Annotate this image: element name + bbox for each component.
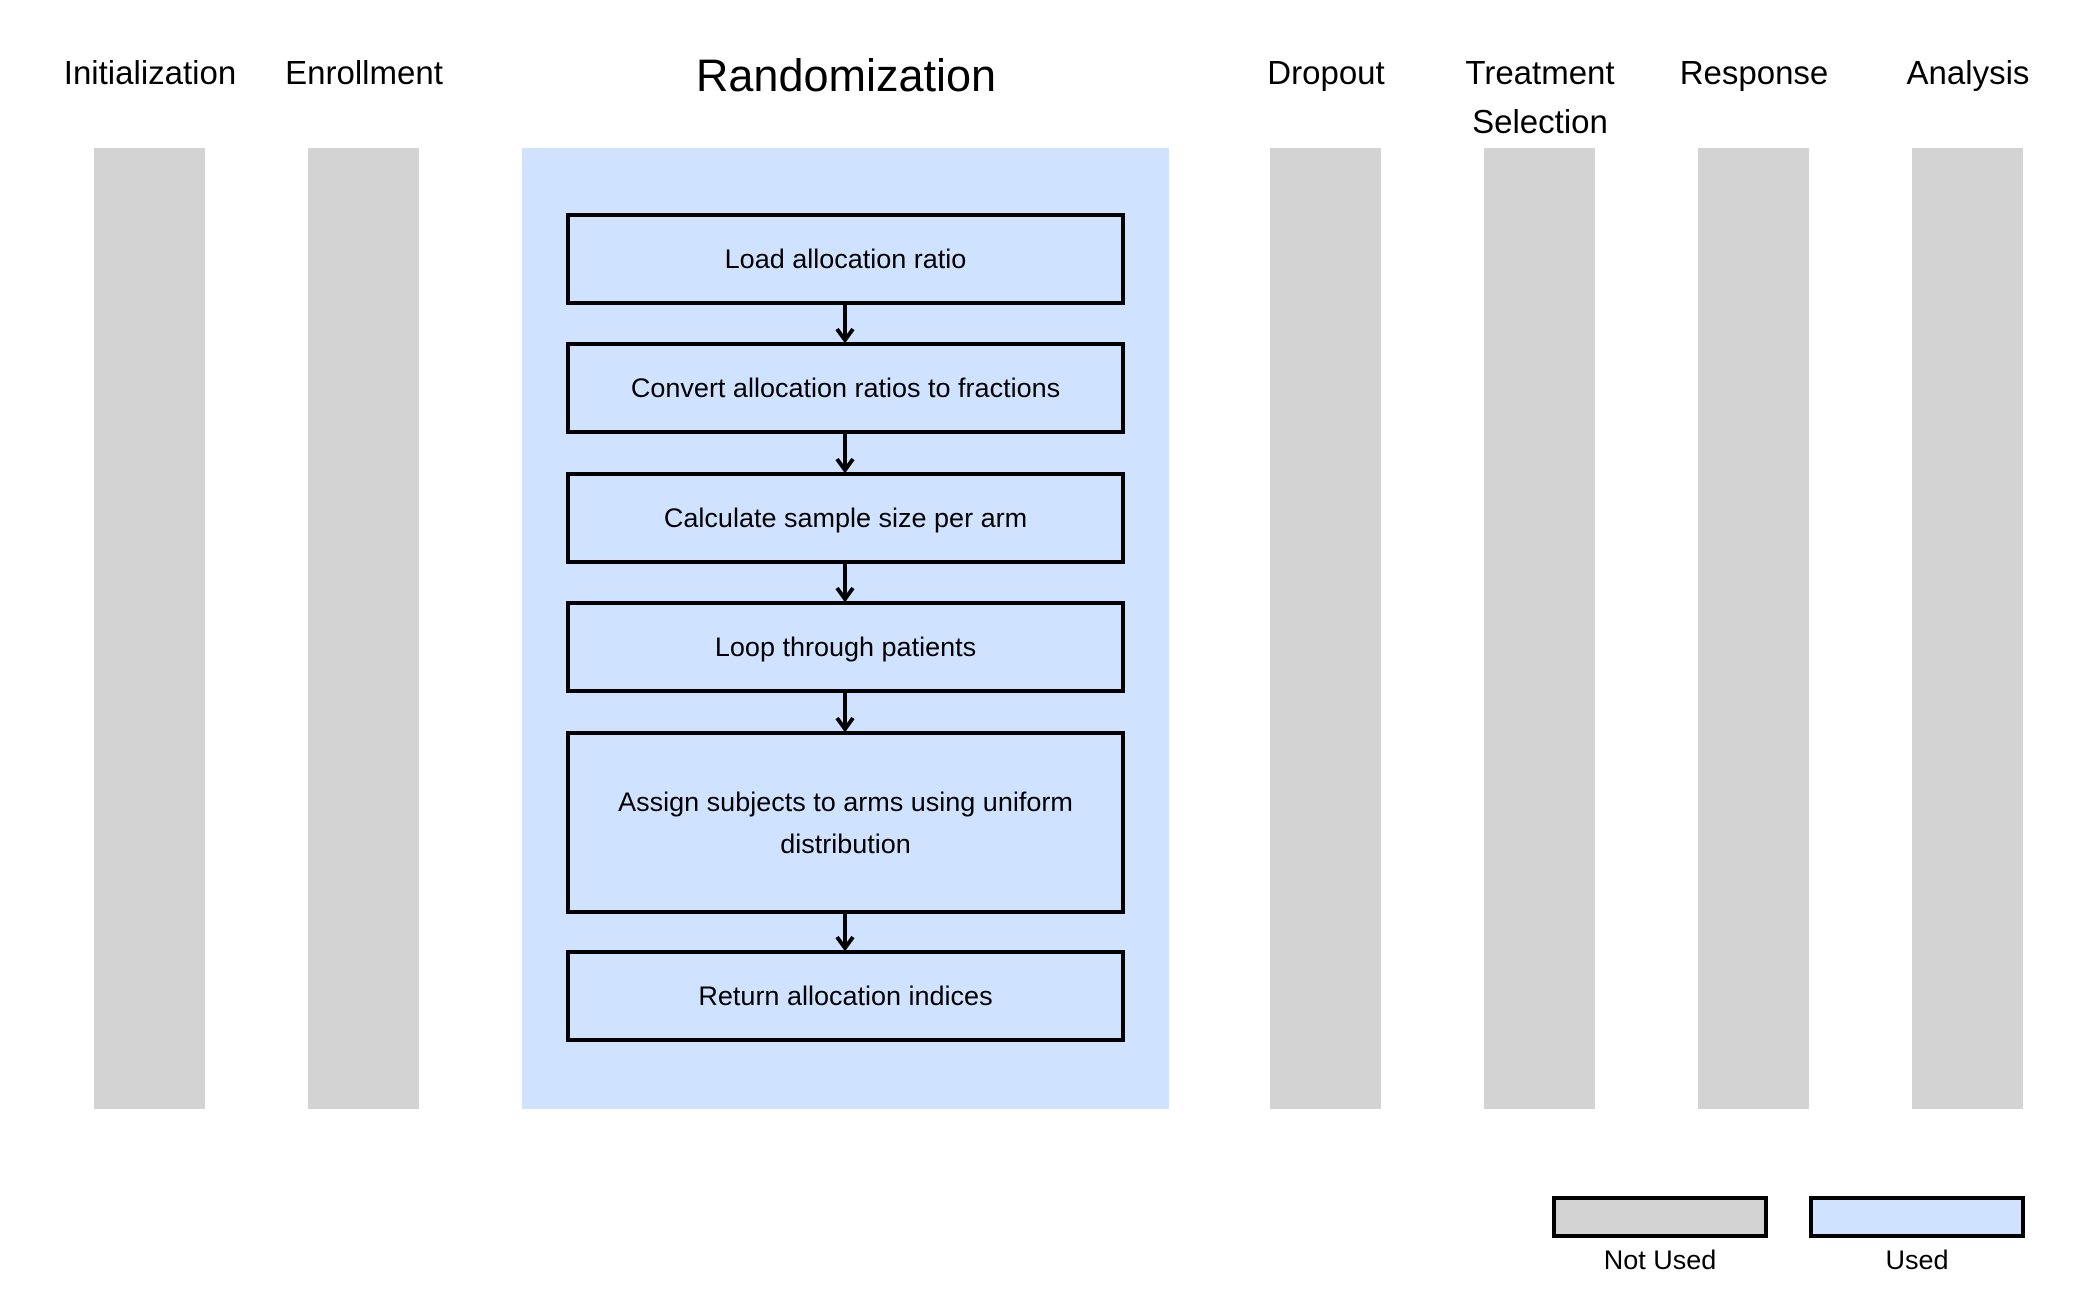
stage-column-enrollment — [308, 148, 419, 1109]
stage-column-initialization — [94, 148, 205, 1109]
step-convert-ratios-to-fractions: Convert allocation ratios to fractions — [566, 342, 1125, 434]
legend-label-used: Used — [1885, 1245, 1949, 1275]
stage-label-enrollment: Enrollment — [285, 54, 443, 91]
flow-arrow — [835, 563, 855, 601]
stage-label-initialization: Initialization — [63, 54, 237, 91]
step-calculate-sample-size: Calculate sample size per arm — [566, 472, 1125, 564]
legend-label-not-used: Not Used — [1603, 1245, 1717, 1275]
flow-arrow — [835, 693, 855, 731]
flow-arrow — [835, 304, 855, 342]
stage-label-response: Response — [1679, 54, 1829, 91]
step-return-allocation-indices: Return allocation indices — [566, 950, 1125, 1042]
step-loop-through-patients: Loop through patients — [566, 601, 1125, 693]
stage-column-analysis — [1912, 148, 2023, 1109]
stage-column-dropout — [1270, 148, 1381, 1109]
stage-column-response — [1698, 148, 1809, 1109]
flow-arrow — [835, 912, 855, 950]
flow-arrow — [835, 434, 855, 472]
step-assign-subjects-to-arms: Assign subjects to arms using uniform di… — [566, 731, 1125, 914]
stage-label-treatment-selection: Treatment Selection — [1465, 54, 1615, 140]
stage-label-dropout: Dropout — [1267, 54, 1385, 91]
legend-swatch-used — [1809, 1196, 2025, 1238]
legend-swatch-not-used — [1552, 1196, 1768, 1238]
stage-column-treatment-selection — [1484, 148, 1595, 1109]
stage-label-randomization: Randomization — [695, 50, 997, 101]
stage-label-analysis: Analysis — [1906, 54, 2030, 91]
step-load-allocation-ratio: Load allocation ratio — [566, 213, 1125, 305]
